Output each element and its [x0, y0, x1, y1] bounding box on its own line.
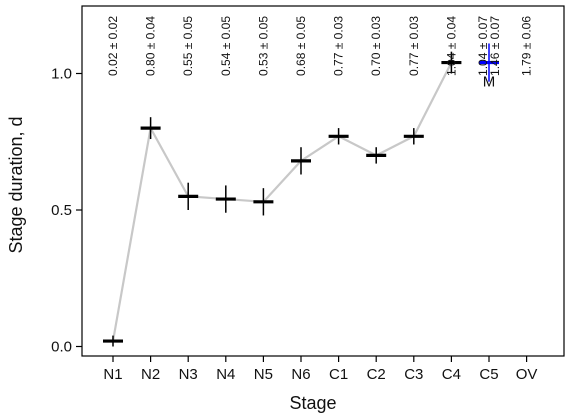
- value-label-c1: 0.77 ± 0.03: [332, 16, 346, 76]
- x-tick-label: C5: [479, 366, 498, 383]
- value-label-n3: 0.55 ± 0.05: [181, 16, 195, 76]
- value-label-c5-m: 1.04 ± 0.07: [476, 16, 490, 76]
- x-axis-title: Stage: [289, 393, 336, 413]
- value-label-n5: 0.53 ± 0.05: [256, 16, 270, 76]
- x-tick-label: C3: [404, 366, 423, 383]
- value-label-n4: 0.54 ± 0.05: [219, 16, 233, 76]
- y-tick-label: 0.0: [51, 339, 72, 356]
- value-label-c4: 1.04 ± 0.04: [444, 16, 458, 76]
- x-tick-label: C1: [329, 366, 348, 383]
- value-label-c5-f: 1.46 ± 0.07: [488, 16, 502, 76]
- value-label-ov-f: 1.79 ± 0.06: [520, 16, 534, 76]
- x-tick-label: N1: [103, 366, 122, 383]
- x-tick-label: N5: [254, 366, 273, 383]
- x-tick-label: N3: [179, 366, 198, 383]
- value-label-n2: 0.80 ± 0.04: [144, 16, 158, 76]
- x-tick-label: N2: [141, 366, 160, 383]
- series-tag-c5-m: M: [483, 74, 496, 91]
- y-tick-label: 0.5: [51, 202, 72, 219]
- x-tick-label: N4: [216, 366, 235, 383]
- y-axis-title: Stage duration, d: [6, 116, 26, 253]
- x-tick-label: C4: [442, 366, 461, 383]
- value-label-n1: 0.02 ± 0.02: [106, 16, 120, 76]
- series-connector-line: [111, 62, 453, 342]
- value-label-c3: 0.77 ± 0.03: [407, 16, 421, 76]
- x-tick-label: OV: [516, 366, 538, 383]
- plot-area: 0.00.51.01.52.0N1N2N3N4N5N6C1C2C3C4C5OV0…: [51, 5, 565, 383]
- value-label-c2: 0.70 ± 0.03: [369, 16, 383, 76]
- y-tick-label: 1.0: [51, 66, 72, 83]
- plot-frame: [81, 5, 565, 357]
- x-tick-label: N6: [291, 366, 310, 383]
- value-label-n6: 0.68 ± 0.05: [294, 16, 308, 76]
- x-tick-label: C2: [367, 366, 386, 383]
